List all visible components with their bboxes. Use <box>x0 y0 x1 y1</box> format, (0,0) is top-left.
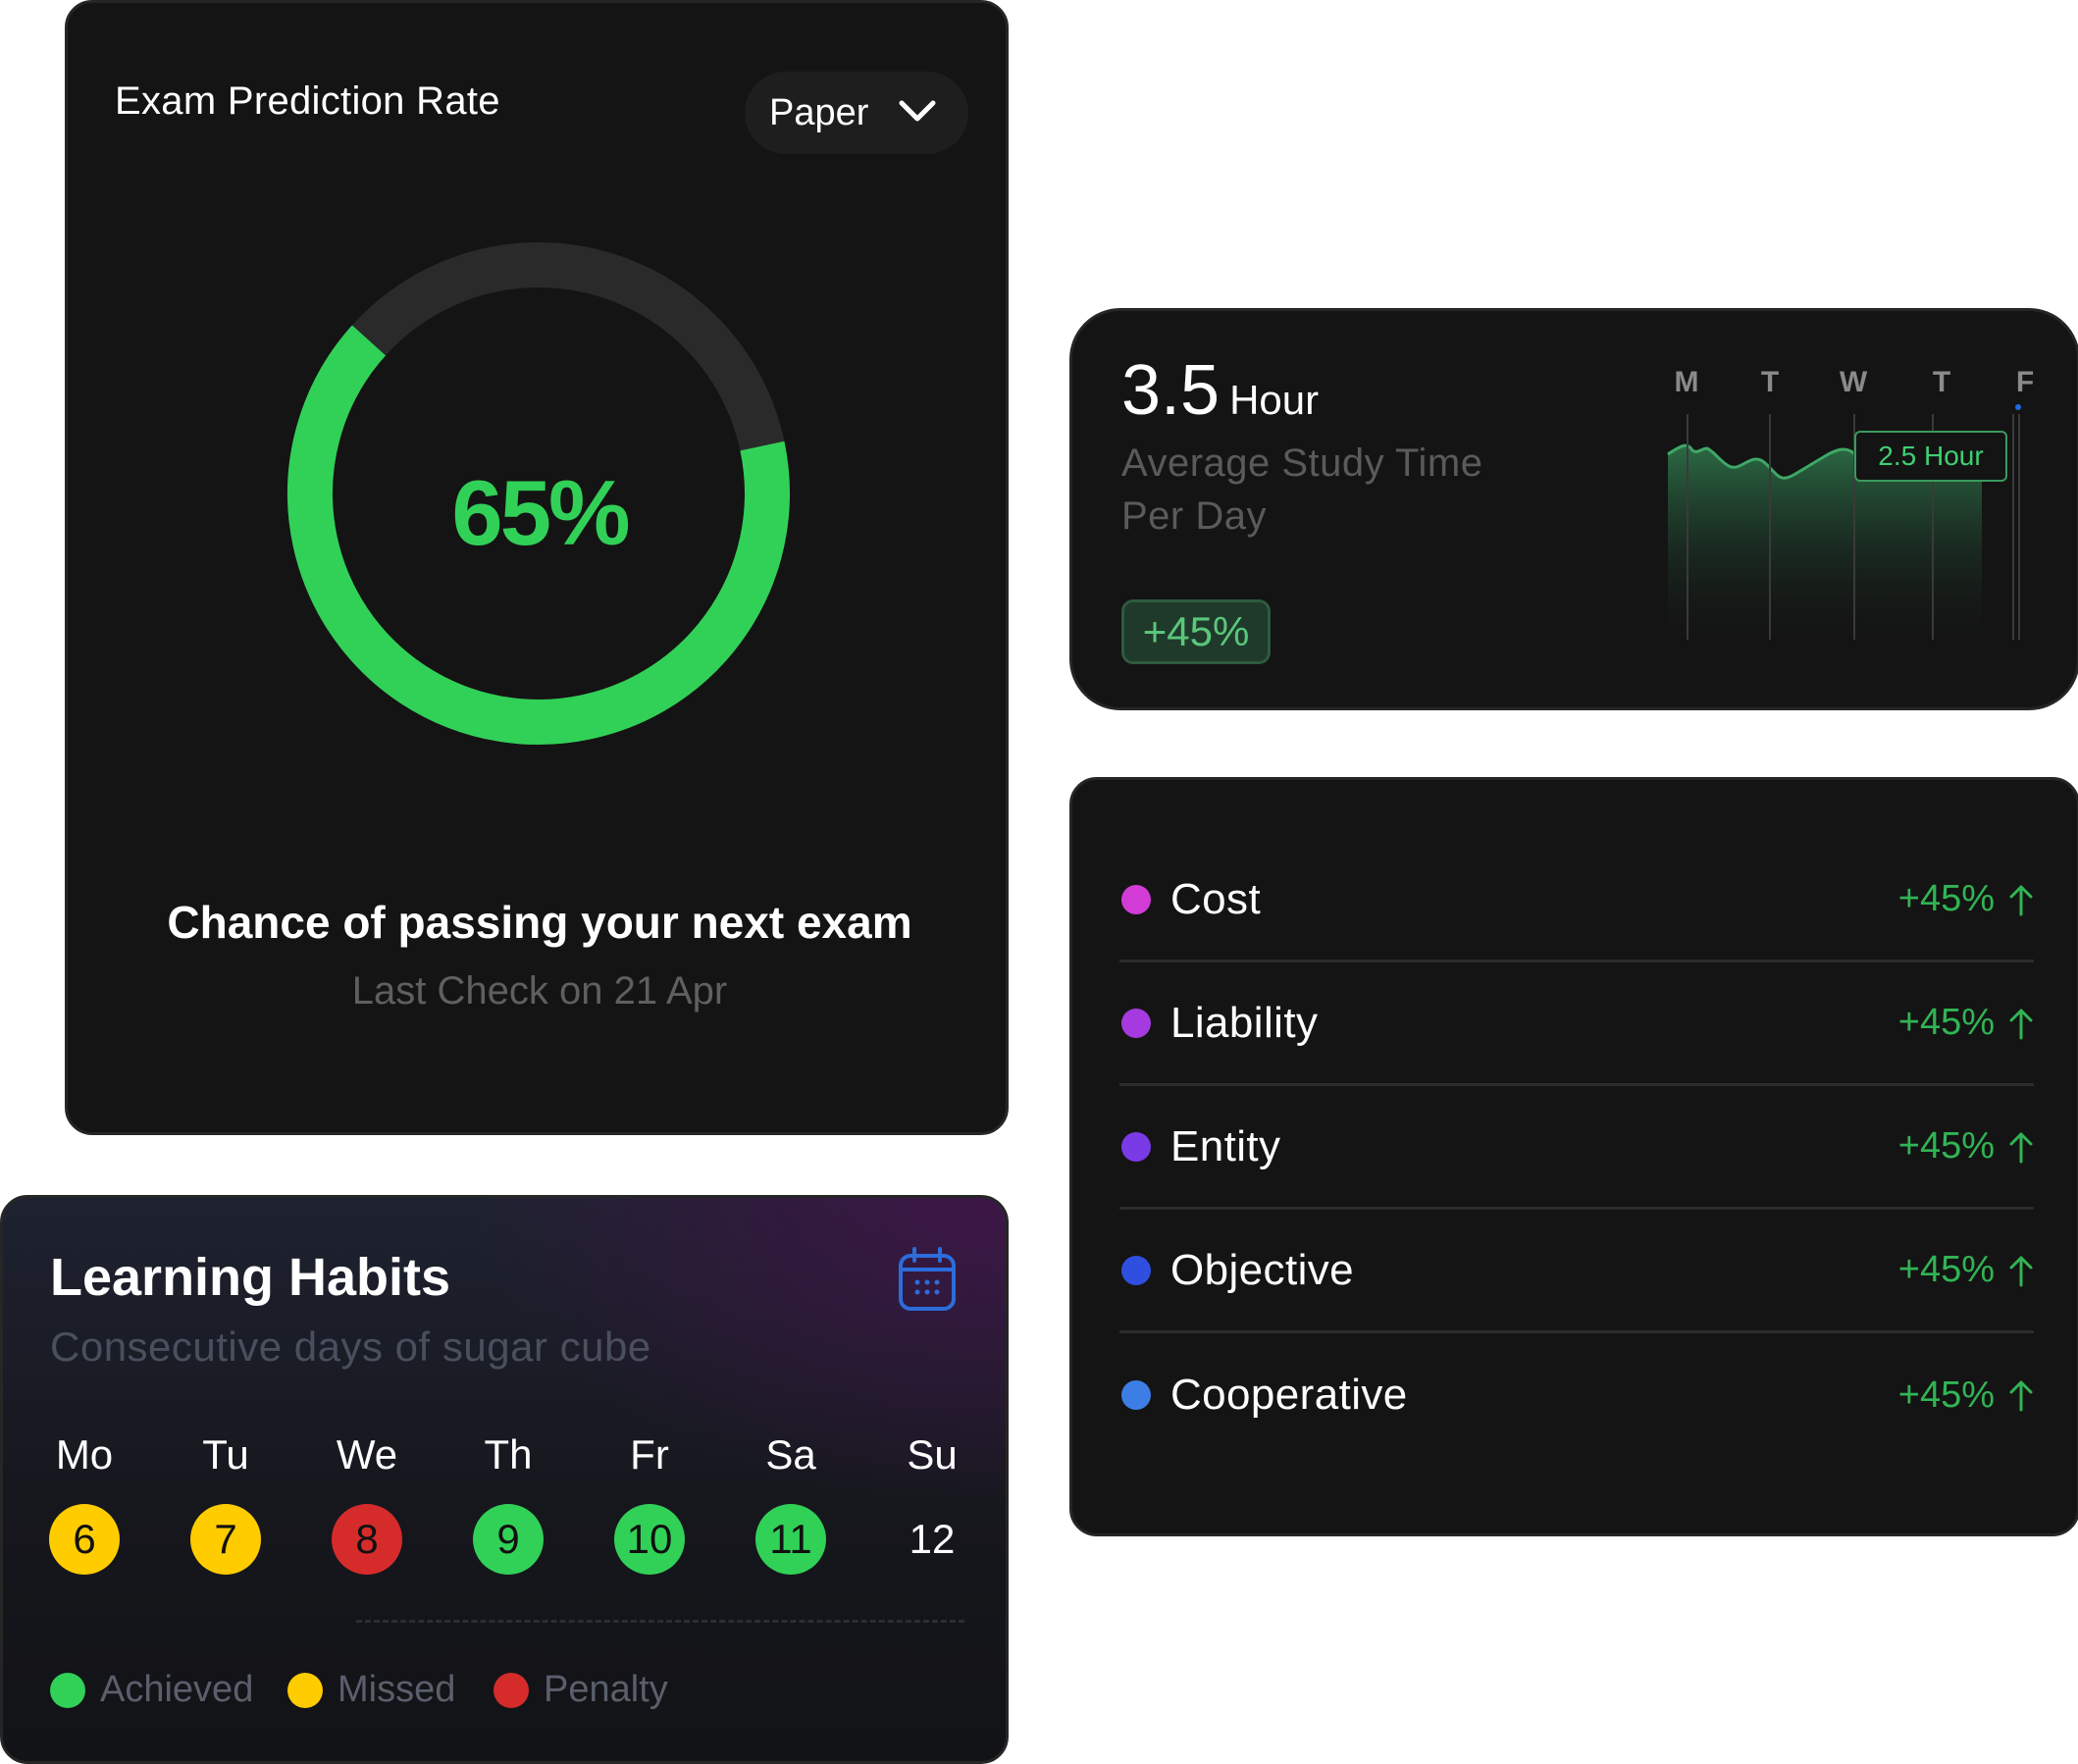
study-time-unit: Hour <box>1229 377 1320 423</box>
chevron-down-icon <box>899 100 936 122</box>
exam-last-check: Last Check on 21 Apr <box>351 969 728 1012</box>
metric-value-objective: +45% <box>1897 1249 1995 1290</box>
day-label-tu: Tu <box>202 1431 249 1478</box>
arrow-up-icon <box>2009 1380 2033 1412</box>
metric-label-objective: Objective <box>1170 1245 1355 1294</box>
arrow-up-icon <box>2009 885 2033 915</box>
metric-row-cost[interactable]: Cost +45% <box>1119 839 2034 962</box>
weekday-label-f[interactable]: F <box>2016 366 2034 398</box>
metric-dot-cost <box>1121 884 1151 914</box>
study-time-chart: M T W T F S <box>1675 366 2035 398</box>
metric-dot-objective <box>1121 1255 1151 1285</box>
learning-habits-card: Learning Habits Consecutive days of suga… <box>0 1195 1009 1764</box>
study-time-label: Average Study Time Per Day <box>1121 437 1553 543</box>
study-active-dot <box>2015 404 2021 410</box>
exam-prediction-card: Exam Prediction Rate Paper 65% Chance of… <box>65 0 1009 1135</box>
habits-title: Learning Habits <box>50 1248 451 1307</box>
study-change-badge: +45% <box>1121 599 1271 664</box>
study-time-number: 3.5 <box>1121 351 1221 430</box>
metric-row-entity[interactable]: Entity +45% <box>1119 1086 2034 1210</box>
study-tooltip: 2.5 Hour <box>1854 431 2007 482</box>
metric-dot-liability <box>1121 1008 1151 1038</box>
metric-row-liability[interactable]: Liability +45% <box>1119 962 2034 1086</box>
metric-label-liability: Liability <box>1170 998 1319 1047</box>
study-label-line1: Average Study Time <box>1121 441 1483 485</box>
weekday-label-m[interactable]: M <box>1675 366 1699 398</box>
study-time-value: 3.5 Hour <box>1121 350 1319 431</box>
legend-dot-achieved <box>50 1672 85 1708</box>
weekday-label-t1[interactable]: T <box>1761 366 1779 398</box>
metric-value-liability: +45% <box>1897 1002 1995 1043</box>
habits-divider <box>356 1620 964 1623</box>
metric-value-entity: +45% <box>1897 1125 1995 1167</box>
legend-label-achieved: Achieved <box>100 1669 254 1710</box>
legend-penalty: Penalty <box>494 1669 668 1711</box>
exam-card-title: Exam Prediction Rate <box>115 79 500 123</box>
day-label-we: We <box>336 1431 398 1478</box>
study-end-gridline <box>2018 414 2020 640</box>
metric-value-cooperative: +45% <box>1897 1374 1995 1416</box>
metric-label-cost: Cost <box>1170 874 1262 923</box>
study-time-card: 3.5 Hour Average Study Time Per Day +45% … <box>1069 308 2078 710</box>
metric-dot-entity <box>1121 1131 1151 1162</box>
study-area-fill <box>1668 444 1982 654</box>
day-label-sa: Sa <box>765 1431 816 1478</box>
exam-caption: Chance of passing your next exam <box>167 897 912 948</box>
habits-subtitle: Consecutive days of sugar cube <box>50 1323 651 1370</box>
day-num-sa[interactable]: 11 <box>755 1504 826 1575</box>
day-num-fr[interactable]: 10 <box>614 1504 685 1575</box>
metric-value-cost: +45% <box>1897 878 1995 919</box>
day-num-su[interactable]: 12 <box>909 1516 956 1562</box>
day-num-th[interactable]: 9 <box>473 1504 544 1575</box>
calendar-icon[interactable] <box>898 1247 957 1312</box>
legend-label-penalty: Penalty <box>544 1669 668 1710</box>
weekday-label-t2[interactable]: T <box>1933 366 1950 398</box>
day-num-we[interactable]: 8 <box>332 1504 402 1575</box>
weekday-label-w[interactable]: W <box>1840 366 1868 398</box>
day-label-mo: Mo <box>55 1431 114 1478</box>
day-num-tu[interactable]: 7 <box>190 1504 261 1575</box>
study-label-line2: Per Day <box>1121 494 1267 538</box>
legend-achieved: Achieved <box>50 1669 253 1711</box>
day-num-mo[interactable]: 6 <box>49 1504 120 1575</box>
metric-label-cooperative: Cooperative <box>1170 1371 1408 1419</box>
arrow-up-icon <box>2009 1009 2033 1039</box>
exam-percent: 65% <box>451 461 630 564</box>
day-label-th: Th <box>484 1431 533 1478</box>
metric-label-entity: Entity <box>1170 1121 1281 1170</box>
metrics-list-card: Cost +45% Liability +45% Entity +45% Obj… <box>1069 777 2078 1536</box>
metric-row-objective[interactable]: Objective +45% <box>1119 1210 2034 1333</box>
study-chart-area <box>1667 414 2014 654</box>
metric-row-cooperative[interactable]: Cooperative +45% <box>1119 1333 2034 1457</box>
arrow-up-icon <box>2009 1132 2033 1163</box>
day-label-fr: Fr <box>630 1431 669 1478</box>
arrow-up-icon <box>2009 1256 2033 1286</box>
legend-dot-missed <box>287 1672 323 1708</box>
progress-arc <box>287 242 790 745</box>
metric-dot-cooperative <box>1121 1380 1151 1410</box>
day-label-su: Su <box>907 1431 958 1478</box>
paper-dropdown[interactable]: Paper <box>745 72 968 154</box>
legend-missed: Missed <box>287 1669 455 1711</box>
paper-dropdown-value: Paper <box>769 91 869 133</box>
progress-donut <box>287 242 790 745</box>
legend-dot-penalty <box>494 1672 529 1708</box>
legend-label-missed: Missed <box>338 1669 456 1710</box>
